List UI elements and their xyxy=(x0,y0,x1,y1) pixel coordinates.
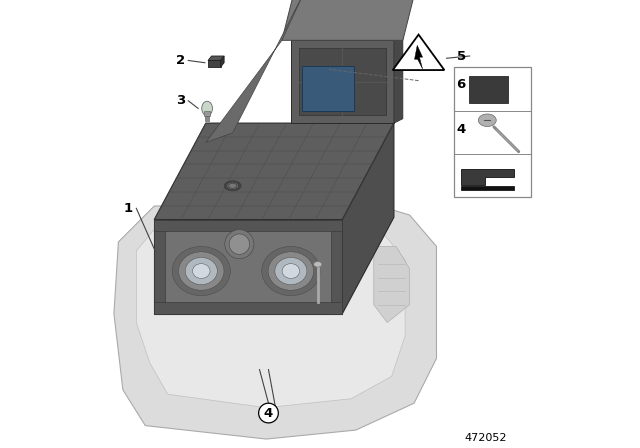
Ellipse shape xyxy=(224,181,241,191)
Bar xyxy=(461,185,515,190)
Bar xyxy=(154,220,165,314)
Text: 4: 4 xyxy=(456,124,465,137)
Polygon shape xyxy=(206,0,305,142)
Ellipse shape xyxy=(229,234,250,254)
Bar xyxy=(302,66,354,111)
Ellipse shape xyxy=(282,263,300,278)
Bar xyxy=(454,67,531,197)
Polygon shape xyxy=(208,56,224,60)
Ellipse shape xyxy=(225,229,254,259)
Ellipse shape xyxy=(275,258,307,284)
Polygon shape xyxy=(221,56,224,67)
Polygon shape xyxy=(154,123,394,220)
Polygon shape xyxy=(282,0,417,40)
Polygon shape xyxy=(291,40,394,123)
Text: 472052: 472052 xyxy=(465,433,507,443)
Text: 5: 5 xyxy=(457,49,466,63)
Polygon shape xyxy=(136,224,405,408)
Polygon shape xyxy=(114,202,436,439)
Bar xyxy=(204,111,210,116)
Polygon shape xyxy=(154,220,342,314)
Text: 1: 1 xyxy=(124,202,133,215)
Ellipse shape xyxy=(228,183,237,188)
Ellipse shape xyxy=(262,246,320,296)
Polygon shape xyxy=(342,123,394,314)
Circle shape xyxy=(259,403,278,423)
Text: 6: 6 xyxy=(456,78,465,91)
Ellipse shape xyxy=(202,101,212,116)
Bar xyxy=(332,220,342,314)
Polygon shape xyxy=(415,45,422,69)
Ellipse shape xyxy=(268,252,314,290)
Ellipse shape xyxy=(193,263,210,278)
Bar xyxy=(154,220,342,231)
Ellipse shape xyxy=(314,262,322,267)
Ellipse shape xyxy=(478,114,496,126)
Text: 3: 3 xyxy=(175,94,185,108)
Ellipse shape xyxy=(185,258,218,284)
Ellipse shape xyxy=(227,182,239,190)
Polygon shape xyxy=(461,169,515,185)
Polygon shape xyxy=(299,48,386,115)
Bar xyxy=(468,76,508,103)
Polygon shape xyxy=(374,246,410,323)
Ellipse shape xyxy=(172,246,230,296)
Text: 2: 2 xyxy=(175,54,185,67)
Ellipse shape xyxy=(179,252,224,290)
Text: 4: 4 xyxy=(264,406,273,420)
Polygon shape xyxy=(208,60,221,67)
Polygon shape xyxy=(393,34,444,70)
Polygon shape xyxy=(394,36,403,123)
Bar xyxy=(205,116,209,121)
Bar xyxy=(154,302,342,314)
